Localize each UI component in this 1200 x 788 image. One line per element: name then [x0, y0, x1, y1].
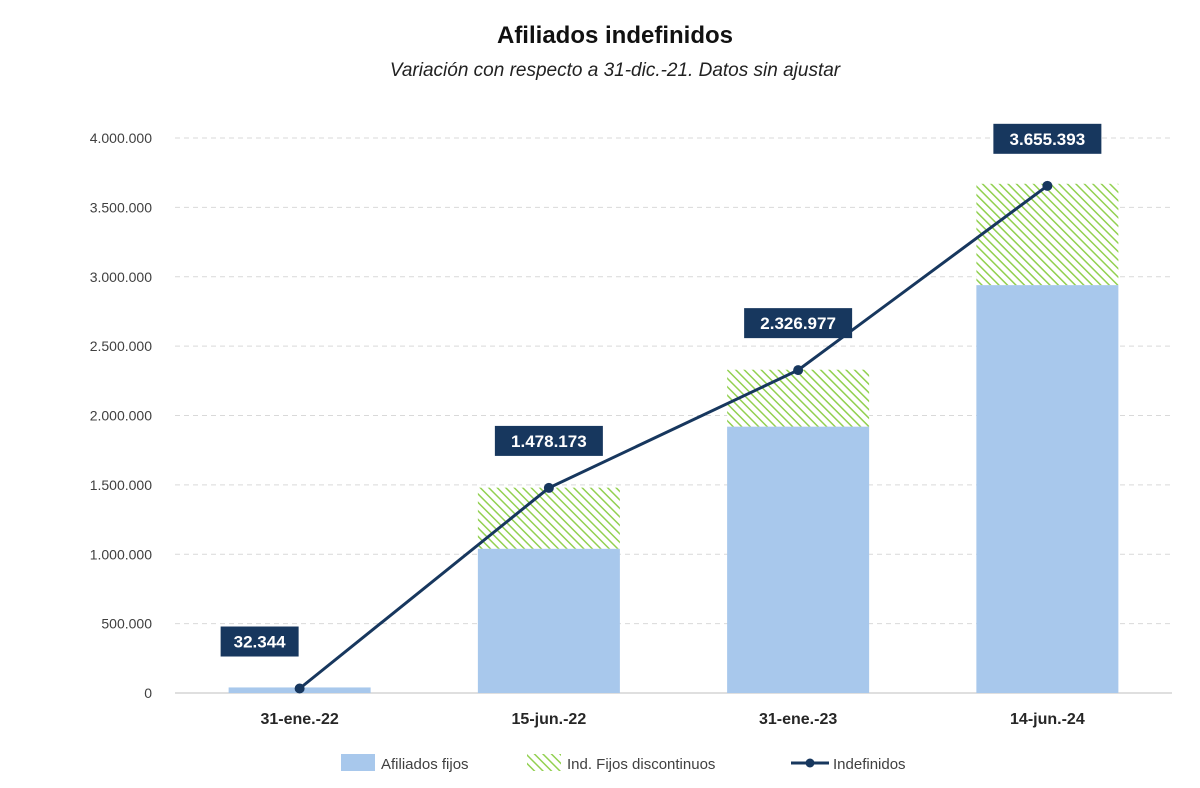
bar-fijos-discontinuos [976, 183, 1119, 286]
data-label: 3.655.393 [1010, 130, 1086, 149]
x-tick-label: 14-jun.-24 [1010, 711, 1085, 728]
y-tick-label: 2.500.000 [90, 338, 152, 354]
chart-title: Afiliados indefinidos [496, 22, 733, 49]
legend-label: Ind. Fijos discontinuos [567, 756, 715, 773]
data-label: 2.326.977 [760, 314, 836, 333]
bar-afiliados-fijos [477, 548, 620, 693]
x-axis: 31-ene.-22 15-jun.-22 31-ene.-23 14-jun.-24 [260, 711, 1084, 728]
y-tick-label: 0 [144, 685, 152, 701]
chart-subtitle: Variación con respecto a 31-dic.-21. Dat… [389, 60, 841, 81]
line-point [543, 482, 554, 493]
data-label-box [220, 626, 299, 657]
data-label-box [993, 123, 1102, 154]
line-point [1042, 180, 1053, 191]
bar-afiliados-fijos [976, 285, 1119, 693]
y-tick-label: 4.000.000 [90, 130, 152, 146]
bars-layer [228, 183, 1119, 693]
y-tick-label: 1.500.000 [90, 477, 152, 493]
line-point [294, 683, 305, 694]
data-label: 32.344 [234, 633, 287, 652]
data-label-box [494, 425, 603, 456]
x-tick-label: 15-jun.-22 [512, 711, 587, 728]
x-tick-label: 31-ene.-22 [260, 711, 338, 728]
data-label-box [744, 308, 853, 339]
y-tick-label: 3.500.000 [90, 199, 152, 215]
line-point [793, 365, 804, 376]
line-indefinidos [298, 184, 1049, 690]
bar-fijos-discontinuos [727, 369, 870, 427]
y-axis: 0 500.000 1.000.000 1.500.000 2.000.000 2.500… [90, 130, 153, 701]
y-tick-label: 3.000.000 [90, 269, 152, 285]
x-tick-label: 31-ene.-23 [759, 711, 837, 728]
legend-label: Indefinidos [833, 756, 906, 773]
legend: Afiliados fijos Ind. Fijos discontinuos In… [341, 754, 906, 773]
legend-swatch-point [805, 758, 815, 768]
y-tick-label: 1.000.000 [90, 546, 152, 562]
y-tick-label: 500.000 [101, 616, 152, 632]
legend-swatch-fijos-discontinuos [527, 754, 561, 771]
legend-swatch-afiliados-fijos [341, 754, 375, 771]
legend-label: Afiliados fijos [381, 756, 469, 773]
bar-afiliados-fijos [727, 426, 870, 693]
data-label: 1.478.173 [511, 432, 587, 451]
y-tick-label: 2.000.000 [90, 408, 152, 424]
line-layer: 32.344 1.478.173 2.326.977 3.655.393 [220, 123, 1102, 694]
bar-fijos-discontinuos [477, 487, 620, 549]
